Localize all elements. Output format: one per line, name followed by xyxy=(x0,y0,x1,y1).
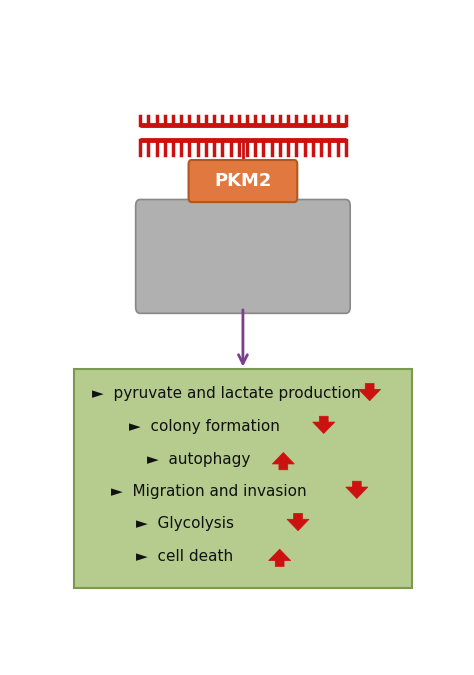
Text: ►  colony formation: ► colony formation xyxy=(129,419,280,434)
Polygon shape xyxy=(287,514,309,531)
FancyBboxPatch shape xyxy=(189,160,297,202)
FancyBboxPatch shape xyxy=(136,200,350,313)
Polygon shape xyxy=(272,452,294,470)
Text: PKM2: PKM2 xyxy=(214,172,272,190)
FancyBboxPatch shape xyxy=(74,369,412,588)
Text: ►  Migration and invasion: ► Migration and invasion xyxy=(110,484,306,499)
Polygon shape xyxy=(313,416,335,433)
Text: ►  pyruvate and lactate production: ► pyruvate and lactate production xyxy=(92,386,361,402)
Text: ►  autophagy: ► autophagy xyxy=(147,452,251,467)
Polygon shape xyxy=(346,481,368,498)
Polygon shape xyxy=(269,549,291,566)
Text: ►  cell death: ► cell death xyxy=(137,549,234,564)
Text: ►  Glycolysis: ► Glycolysis xyxy=(137,516,235,531)
Polygon shape xyxy=(359,383,381,401)
